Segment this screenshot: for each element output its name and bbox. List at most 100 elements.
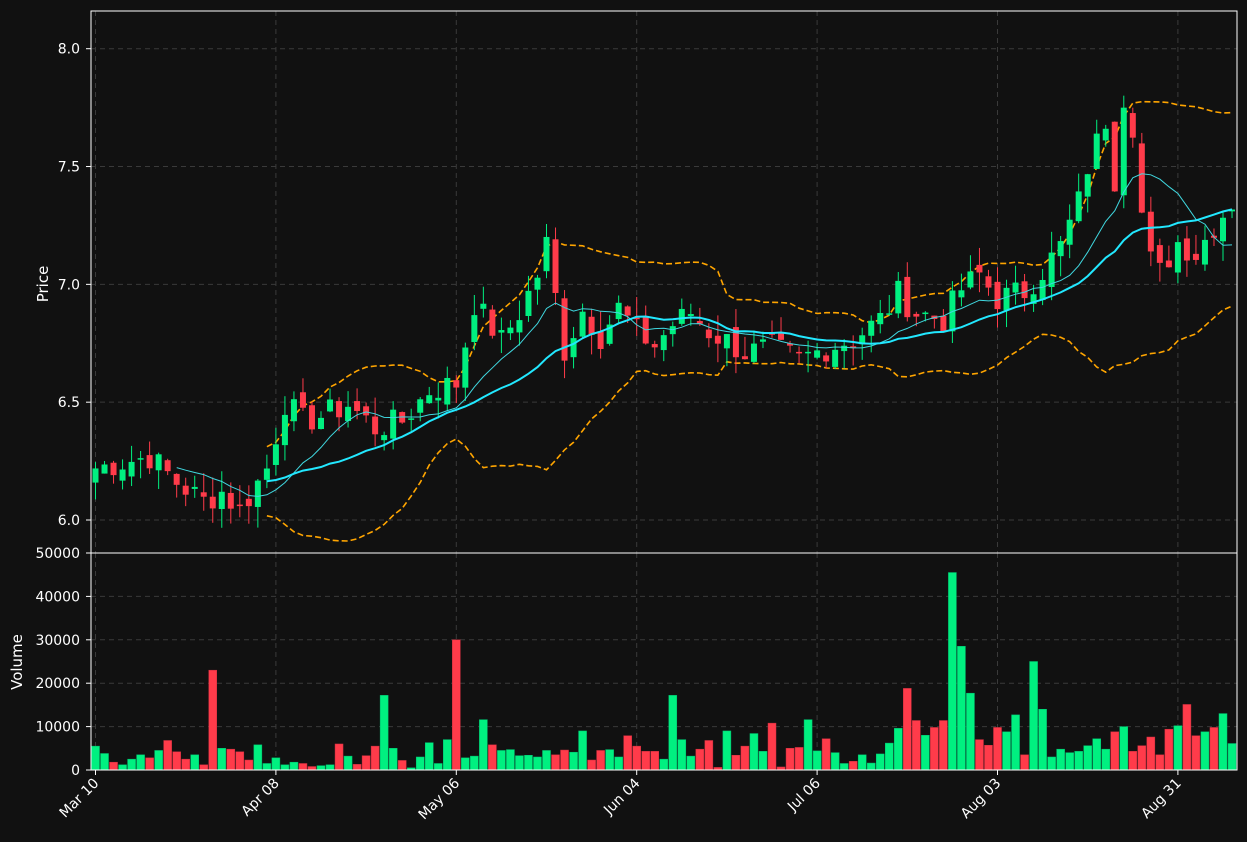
volume-bar [370,745,380,771]
candle-body [750,343,757,362]
volume-tick-label: 50000 [35,546,80,562]
candle-body [1120,107,1127,196]
volume-bar [885,742,894,771]
volume-bar [506,749,515,771]
volume-bar [614,756,623,771]
candle-body [534,277,541,290]
volume-bar [830,752,840,771]
volume-bar [848,761,858,771]
volume-bar [1029,661,1038,771]
volume-bar [767,722,777,771]
candle-body [345,406,352,422]
volume-bar [1155,754,1165,771]
volume-bar [1092,738,1101,771]
volume-bar [1173,725,1183,771]
volume-tick-label: 0 [71,763,80,779]
candle-body [714,335,721,344]
volume-bar [578,730,587,771]
volume-bar [866,762,876,771]
volume-bar [172,751,181,771]
candle-body [913,313,920,317]
volume-bar [921,735,930,771]
candle-body [787,343,794,346]
volume-bar [1164,728,1174,771]
candle-body [1174,242,1181,273]
candle-body [408,418,415,420]
volume-bar [659,758,669,771]
volume-bar [632,745,641,771]
volume-bar [812,750,822,771]
candle-body [1156,245,1163,263]
volume-bar [1119,726,1129,771]
volume-bar [749,733,759,771]
volume-bar [280,764,290,771]
volume-bar [262,763,272,771]
candle-body [723,334,730,349]
candle-body [1021,281,1028,299]
candle-body [778,332,785,340]
candle-body [543,236,550,272]
volume-bar [587,759,596,771]
volume-bar [452,639,461,771]
candle-body [850,346,857,348]
candle-body [1102,128,1109,141]
candle-body [1192,253,1199,260]
candle-body [1165,260,1172,268]
candle-body [579,311,586,337]
candle-body [453,380,460,388]
volume-bar [343,755,353,771]
volume-bar [163,740,172,771]
volume-bar [1011,714,1020,771]
volume-bar [154,750,163,771]
volume-bar [271,757,281,771]
ma-slow-line [266,208,1233,483]
volume-tick-label: 20000 [35,676,80,692]
volume-bar [1218,713,1228,771]
volume-bar [596,750,605,771]
candle-body [841,345,848,352]
volume-bar [443,739,452,771]
volume-bar [677,739,687,771]
candle-body [732,327,739,358]
volume-bar [434,763,443,771]
candle-body [678,308,685,324]
volume-bar [208,669,218,771]
candle-body [318,417,324,430]
volume-bar [298,763,308,771]
candle-body [1084,174,1091,197]
ma-fast-line [176,173,1233,497]
candle-body [525,290,532,316]
volume-bar [722,730,732,771]
volume-bar [334,743,344,771]
candle-body [823,355,830,362]
candle-body [949,290,956,332]
candle-body [128,461,135,477]
candle-body [435,397,442,401]
volume-bar [226,748,236,771]
volume-bar [217,748,227,771]
volume-bar [415,756,425,771]
volume-bar [524,754,533,771]
volume-bar [109,761,118,771]
volume-bar [912,720,921,771]
volume-bar [1128,751,1138,771]
candle-body [696,321,703,324]
candle-body [687,314,694,317]
candle-body [1093,133,1100,169]
candle-body [1012,282,1019,293]
volume-bar [1056,748,1065,771]
volume-bar [623,735,632,771]
volume-bar [1146,736,1156,771]
candle-body [967,271,974,288]
candle-body [651,344,658,348]
candle-body [741,356,748,360]
volume-bar [307,766,317,771]
volume-bar [875,753,885,771]
candle-body [182,485,189,495]
volume-bar [903,688,912,771]
volume-bar [740,745,750,771]
candle-body [877,312,884,325]
candle-body [119,469,126,481]
volume-bar [984,745,993,771]
